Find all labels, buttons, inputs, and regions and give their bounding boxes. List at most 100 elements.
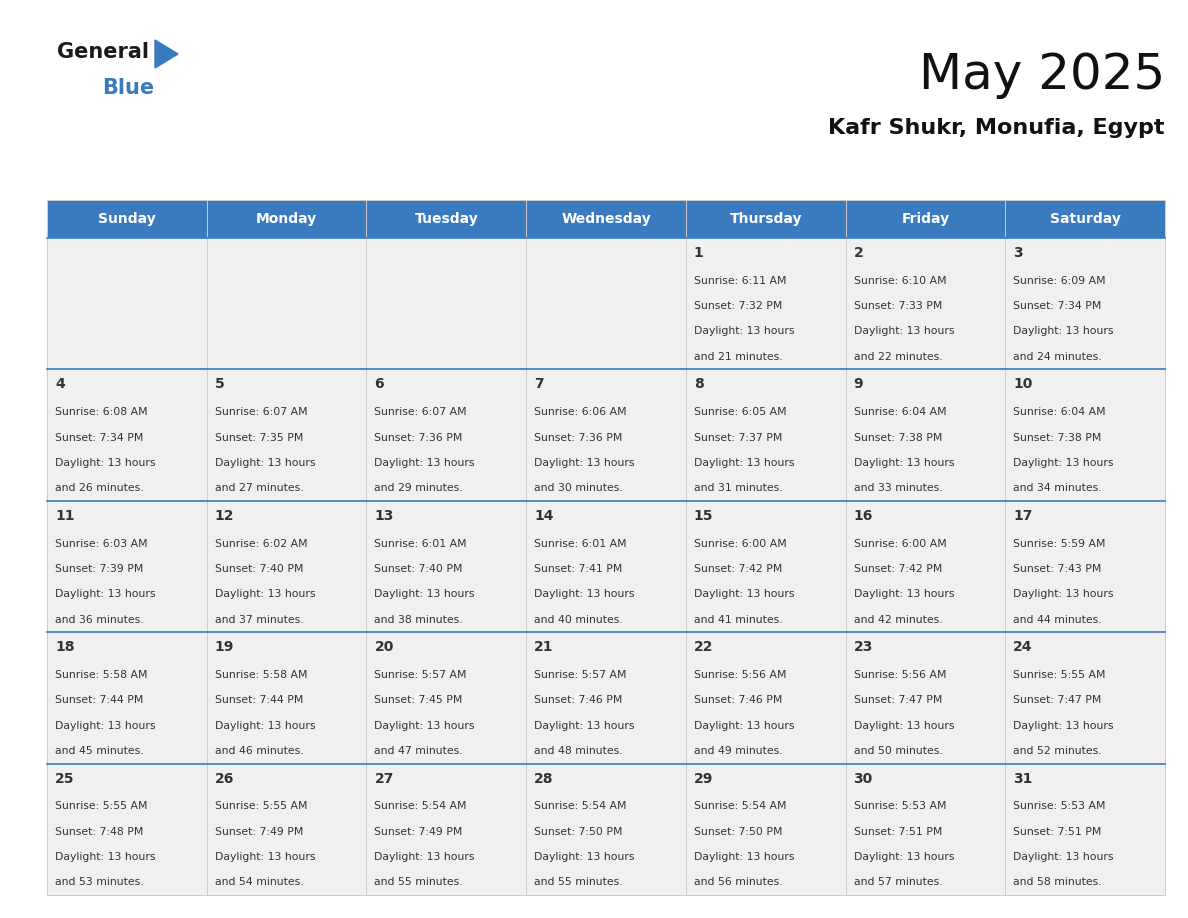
Text: and 57 minutes.: and 57 minutes. — [853, 878, 942, 888]
Text: 4: 4 — [55, 377, 65, 391]
Bar — [48, 501, 207, 633]
Bar — [207, 633, 366, 764]
Text: 12: 12 — [215, 509, 234, 522]
Text: 17: 17 — [1013, 509, 1032, 522]
Bar — [207, 501, 366, 633]
Text: Tuesday: Tuesday — [415, 212, 478, 226]
Text: and 45 minutes.: and 45 minutes. — [55, 746, 144, 756]
Text: Sunrise: 6:01 AM: Sunrise: 6:01 AM — [535, 539, 627, 549]
Text: 13: 13 — [374, 509, 393, 522]
Text: Sunrise: 6:08 AM: Sunrise: 6:08 AM — [55, 408, 147, 418]
Text: Kafr Shukr, Monufia, Egypt: Kafr Shukr, Monufia, Egypt — [828, 118, 1165, 138]
Text: Sunrise: 6:01 AM: Sunrise: 6:01 AM — [374, 539, 467, 549]
Text: Daylight: 13 hours: Daylight: 13 hours — [374, 458, 475, 468]
Text: Sunrise: 5:59 AM: Sunrise: 5:59 AM — [1013, 539, 1106, 549]
Text: Sunset: 7:48 PM: Sunset: 7:48 PM — [55, 827, 144, 837]
Bar — [48, 369, 207, 501]
Text: Daylight: 13 hours: Daylight: 13 hours — [694, 458, 795, 468]
Bar — [685, 238, 846, 369]
Text: and 58 minutes.: and 58 minutes. — [1013, 878, 1102, 888]
Bar — [846, 238, 1005, 369]
Text: Sunset: 7:38 PM: Sunset: 7:38 PM — [1013, 432, 1101, 442]
Text: Sunset: 7:42 PM: Sunset: 7:42 PM — [694, 564, 782, 574]
Text: Friday: Friday — [902, 212, 949, 226]
Text: Sunrise: 5:57 AM: Sunrise: 5:57 AM — [535, 670, 626, 680]
Text: Sunset: 7:51 PM: Sunset: 7:51 PM — [853, 827, 942, 837]
Text: 8: 8 — [694, 377, 703, 391]
Text: Sunset: 7:46 PM: Sunset: 7:46 PM — [694, 696, 782, 705]
Text: 1: 1 — [694, 246, 703, 260]
Text: and 29 minutes.: and 29 minutes. — [374, 483, 463, 493]
Text: Sunrise: 5:54 AM: Sunrise: 5:54 AM — [694, 801, 786, 812]
Text: Sunrise: 5:55 AM: Sunrise: 5:55 AM — [215, 801, 308, 812]
Text: and 31 minutes.: and 31 minutes. — [694, 483, 783, 493]
Text: and 41 minutes.: and 41 minutes. — [694, 614, 783, 624]
Text: Daylight: 13 hours: Daylight: 13 hours — [535, 589, 634, 599]
Text: and 36 minutes.: and 36 minutes. — [55, 614, 144, 624]
Text: and 50 minutes.: and 50 minutes. — [853, 746, 942, 756]
Text: and 24 minutes.: and 24 minutes. — [1013, 352, 1102, 362]
Text: and 53 minutes.: and 53 minutes. — [55, 878, 144, 888]
Text: 27: 27 — [374, 772, 393, 786]
Text: Daylight: 13 hours: Daylight: 13 hours — [215, 589, 315, 599]
Text: Sunset: 7:41 PM: Sunset: 7:41 PM — [535, 564, 623, 574]
Text: and 21 minutes.: and 21 minutes. — [694, 352, 783, 362]
Bar — [48, 200, 207, 238]
Text: Daylight: 13 hours: Daylight: 13 hours — [853, 327, 954, 337]
Bar — [366, 238, 526, 369]
Text: Sunrise: 6:03 AM: Sunrise: 6:03 AM — [55, 539, 147, 549]
Text: Sunrise: 5:58 AM: Sunrise: 5:58 AM — [55, 670, 147, 680]
Text: Sunset: 7:33 PM: Sunset: 7:33 PM — [853, 301, 942, 311]
Text: Sunset: 7:43 PM: Sunset: 7:43 PM — [1013, 564, 1101, 574]
Text: Sunrise: 5:56 AM: Sunrise: 5:56 AM — [853, 670, 946, 680]
Text: Sunset: 7:40 PM: Sunset: 7:40 PM — [215, 564, 303, 574]
Text: Sunrise: 6:07 AM: Sunrise: 6:07 AM — [374, 408, 467, 418]
Bar — [846, 633, 1005, 764]
Bar — [366, 633, 526, 764]
Bar — [366, 501, 526, 633]
Bar — [48, 633, 207, 764]
Text: and 42 minutes.: and 42 minutes. — [853, 614, 942, 624]
Bar — [526, 369, 685, 501]
Text: 22: 22 — [694, 640, 713, 655]
Text: Sunset: 7:37 PM: Sunset: 7:37 PM — [694, 432, 782, 442]
Text: 31: 31 — [1013, 772, 1032, 786]
Text: Daylight: 13 hours: Daylight: 13 hours — [694, 327, 795, 337]
Bar — [685, 501, 846, 633]
Text: Daylight: 13 hours: Daylight: 13 hours — [1013, 852, 1114, 862]
Text: 18: 18 — [55, 640, 75, 655]
Text: Daylight: 13 hours: Daylight: 13 hours — [1013, 589, 1114, 599]
Text: Sunset: 7:51 PM: Sunset: 7:51 PM — [1013, 827, 1101, 837]
Text: Daylight: 13 hours: Daylight: 13 hours — [374, 589, 475, 599]
Text: Sunrise: 5:56 AM: Sunrise: 5:56 AM — [694, 670, 786, 680]
Text: Sunrise: 6:11 AM: Sunrise: 6:11 AM — [694, 276, 786, 285]
Text: 20: 20 — [374, 640, 393, 655]
Text: and 52 minutes.: and 52 minutes. — [1013, 746, 1102, 756]
Text: and 48 minutes.: and 48 minutes. — [535, 746, 623, 756]
Text: Daylight: 13 hours: Daylight: 13 hours — [215, 458, 315, 468]
Text: and 55 minutes.: and 55 minutes. — [374, 878, 463, 888]
Text: and 47 minutes.: and 47 minutes. — [374, 746, 463, 756]
Text: Daylight: 13 hours: Daylight: 13 hours — [55, 721, 156, 731]
Text: Thursday: Thursday — [729, 212, 802, 226]
Text: Sunrise: 6:04 AM: Sunrise: 6:04 AM — [1013, 408, 1106, 418]
Bar — [685, 633, 846, 764]
Text: Daylight: 13 hours: Daylight: 13 hours — [55, 458, 156, 468]
Text: Sunset: 7:47 PM: Sunset: 7:47 PM — [853, 696, 942, 705]
Text: and 34 minutes.: and 34 minutes. — [1013, 483, 1102, 493]
Text: Daylight: 13 hours: Daylight: 13 hours — [215, 852, 315, 862]
Text: and 37 minutes.: and 37 minutes. — [215, 614, 303, 624]
Text: Sunset: 7:35 PM: Sunset: 7:35 PM — [215, 432, 303, 442]
Text: Daylight: 13 hours: Daylight: 13 hours — [1013, 721, 1114, 731]
Text: Sunset: 7:36 PM: Sunset: 7:36 PM — [374, 432, 463, 442]
Text: Sunset: 7:45 PM: Sunset: 7:45 PM — [374, 696, 463, 705]
Text: Sunset: 7:49 PM: Sunset: 7:49 PM — [374, 827, 463, 837]
Bar — [526, 501, 685, 633]
Text: Sunset: 7:50 PM: Sunset: 7:50 PM — [535, 827, 623, 837]
Text: 16: 16 — [853, 509, 873, 522]
Text: Sunset: 7:42 PM: Sunset: 7:42 PM — [853, 564, 942, 574]
Text: Monday: Monday — [255, 212, 317, 226]
Text: and 55 minutes.: and 55 minutes. — [535, 878, 623, 888]
Text: Sunrise: 6:00 AM: Sunrise: 6:00 AM — [853, 539, 947, 549]
Text: 7: 7 — [535, 377, 544, 391]
